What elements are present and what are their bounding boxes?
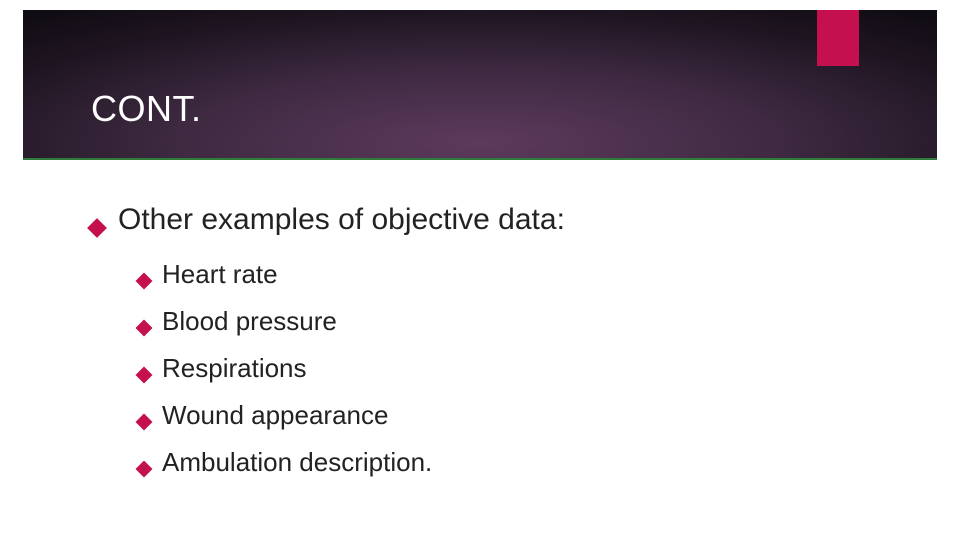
list-item: Other examples of objective data: — [90, 200, 870, 241]
accent-tab — [817, 10, 859, 66]
diamond-bullet-icon — [87, 218, 107, 238]
bullet-text: Blood pressure — [162, 304, 337, 339]
bullet-text: Respirations — [162, 351, 307, 386]
list-item: Wound appearance — [138, 398, 870, 433]
bullet-text: Heart rate — [162, 257, 278, 292]
diamond-bullet-icon — [136, 272, 153, 289]
list-item: Respirations — [138, 351, 870, 386]
diamond-bullet-icon — [136, 319, 153, 336]
slide: CONT. Other examples of objective data: … — [0, 0, 960, 540]
diamond-bullet-icon — [136, 460, 153, 477]
list-item: Heart rate — [138, 257, 870, 292]
diamond-bullet-icon — [136, 366, 153, 383]
content-area: Other examples of objective data: Heart … — [90, 200, 870, 492]
diamond-bullet-icon — [136, 413, 153, 430]
bullet-text: Wound appearance — [162, 398, 388, 433]
bullet-text: Other examples of objective data: — [118, 200, 565, 241]
list-item: Ambulation description. — [138, 445, 870, 480]
bullet-text: Ambulation description. — [162, 445, 432, 480]
sub-list: Heart rate Blood pressure Respirations W… — [138, 257, 870, 480]
slide-title: CONT. — [91, 88, 202, 130]
list-item: Blood pressure — [138, 304, 870, 339]
header-band: CONT. — [23, 10, 937, 160]
